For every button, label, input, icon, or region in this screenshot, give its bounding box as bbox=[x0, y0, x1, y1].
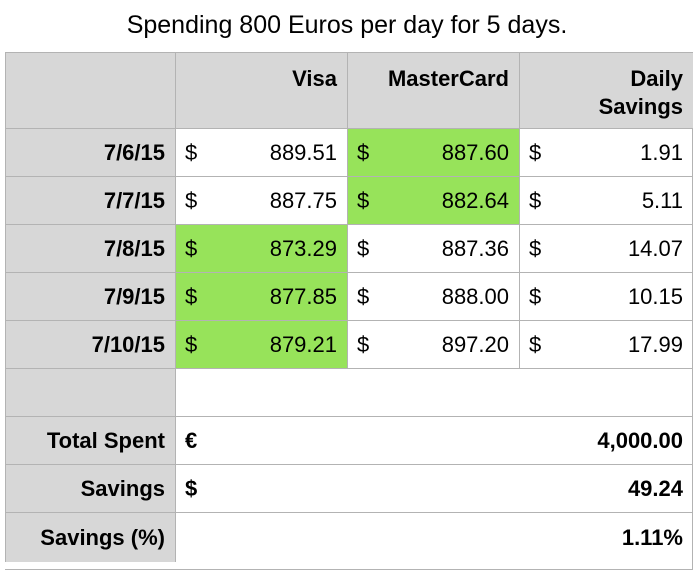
savings-value: $49.24 bbox=[175, 464, 693, 512]
savings-cell: $10.15 bbox=[519, 272, 693, 320]
savings-cell: $17.99 bbox=[519, 320, 693, 368]
header-visa: Visa bbox=[175, 52, 347, 128]
mastercard-cell: $888.00 bbox=[347, 272, 519, 320]
savings-pct-label: Savings (%) bbox=[5, 512, 175, 562]
page-title: Spending 800 Euros per day for 5 days. bbox=[126, 10, 568, 39]
visa-cell: $889.51 bbox=[175, 128, 347, 176]
header-corner-cell bbox=[5, 52, 175, 128]
row-date: 7/10/15 bbox=[5, 320, 175, 368]
visa-cell: $873.29 bbox=[175, 224, 347, 272]
mastercard-cell: $897.20 bbox=[347, 320, 519, 368]
spending-table: Visa MasterCard Daily Savings 7/6/15 $88… bbox=[5, 52, 693, 570]
mastercard-cell: $887.60 bbox=[347, 128, 519, 176]
header-daily-savings-label: Daily Savings bbox=[598, 66, 683, 119]
row-date: 7/7/15 bbox=[5, 176, 175, 224]
header-mastercard: MasterCard bbox=[347, 52, 519, 128]
total-spent-value: €4,000.00 bbox=[175, 416, 693, 464]
savings-cell: $1.91 bbox=[519, 128, 693, 176]
blank-row-cell bbox=[175, 368, 693, 416]
visa-cell: $887.75 bbox=[175, 176, 347, 224]
row-date: 7/6/15 bbox=[5, 128, 175, 176]
visa-cell: $877.85 bbox=[175, 272, 347, 320]
row-date: 7/9/15 bbox=[5, 272, 175, 320]
header-visa-label: Visa bbox=[292, 66, 337, 91]
savings-cell: $14.07 bbox=[519, 224, 693, 272]
total-spent-label: Total Spent bbox=[5, 416, 175, 464]
header-daily-savings: Daily Savings bbox=[519, 52, 693, 128]
savings-label: Savings bbox=[5, 464, 175, 512]
visa-cell: $879.21 bbox=[175, 320, 347, 368]
savings-pct-value: 1.11% bbox=[175, 512, 693, 562]
header-mastercard-label: MasterCard bbox=[387, 66, 509, 91]
row-date: 7/8/15 bbox=[5, 224, 175, 272]
blank-row-label bbox=[5, 368, 175, 416]
mastercard-cell: $882.64 bbox=[347, 176, 519, 224]
mastercard-cell: $887.36 bbox=[347, 224, 519, 272]
savings-cell: $5.11 bbox=[519, 176, 693, 224]
